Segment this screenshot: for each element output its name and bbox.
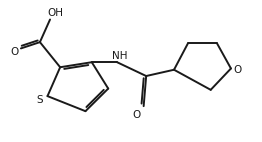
Text: NH: NH [112, 51, 127, 61]
Text: O: O [132, 110, 140, 120]
Text: O: O [10, 47, 19, 57]
Text: S: S [37, 95, 43, 105]
Text: O: O [233, 65, 241, 75]
Text: OH: OH [47, 8, 63, 18]
